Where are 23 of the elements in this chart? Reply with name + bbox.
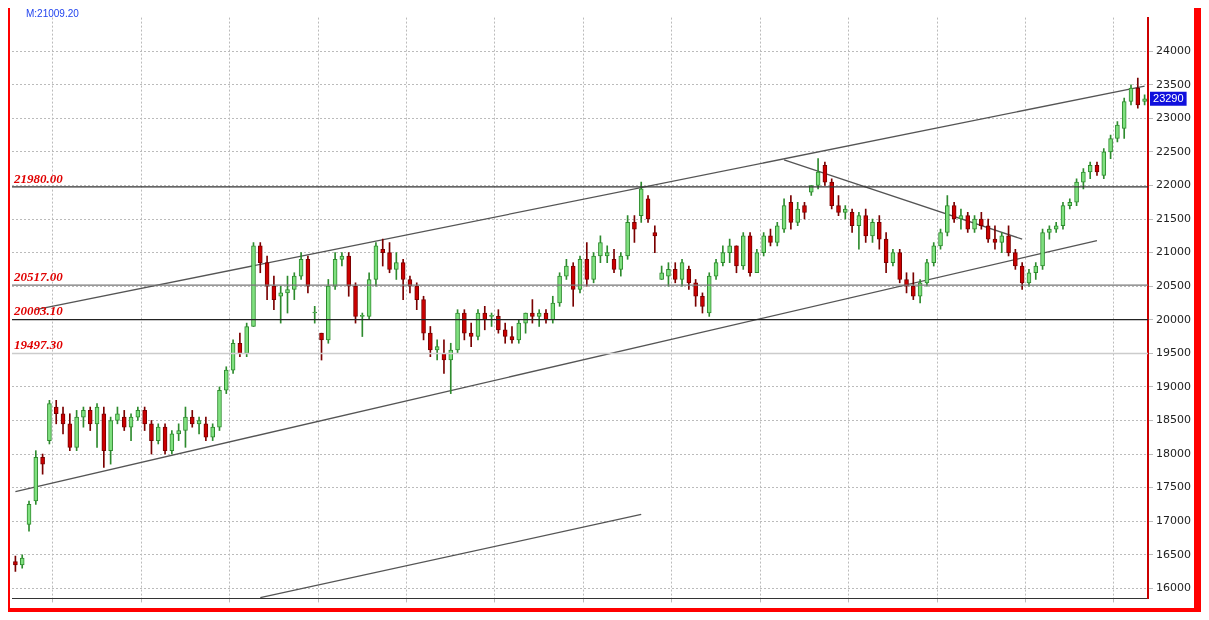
y-tick-label: 16000: [1156, 581, 1192, 595]
ref-line-label: 21980.00: [13, 170, 64, 186]
y-tick-label: 19500: [1156, 346, 1192, 360]
y-tick-label: 24000: [1156, 44, 1192, 58]
y-tick-label: 20000: [1156, 312, 1192, 326]
ref-line-label: 20517.00: [13, 268, 64, 284]
y-tick-label: 16500: [1156, 547, 1192, 561]
y-tick-label: 23000: [1156, 111, 1192, 125]
y-tick-label: 18000: [1156, 446, 1192, 460]
ref-line-label: 19497.30: [14, 337, 64, 353]
y-tick-label: 21500: [1156, 211, 1192, 225]
annotation: M:21009.20: [26, 7, 80, 19]
y-tick-label: 17500: [1156, 480, 1192, 494]
y-tick-label: 17000: [1156, 514, 1192, 528]
y-tick-label: 19000: [1156, 379, 1192, 393]
y-tick-label: 23500: [1156, 77, 1192, 91]
y-tick-label: 22500: [1156, 144, 1192, 158]
y-tick-label: 21000: [1156, 245, 1192, 259]
y-tick-label: 22000: [1156, 178, 1192, 192]
text: 23290: [1153, 91, 1184, 104]
ref-line-label: 20003.10: [13, 303, 64, 319]
y-tick-label: 20500: [1156, 279, 1192, 293]
y-tick-label: 18500: [1156, 413, 1192, 427]
